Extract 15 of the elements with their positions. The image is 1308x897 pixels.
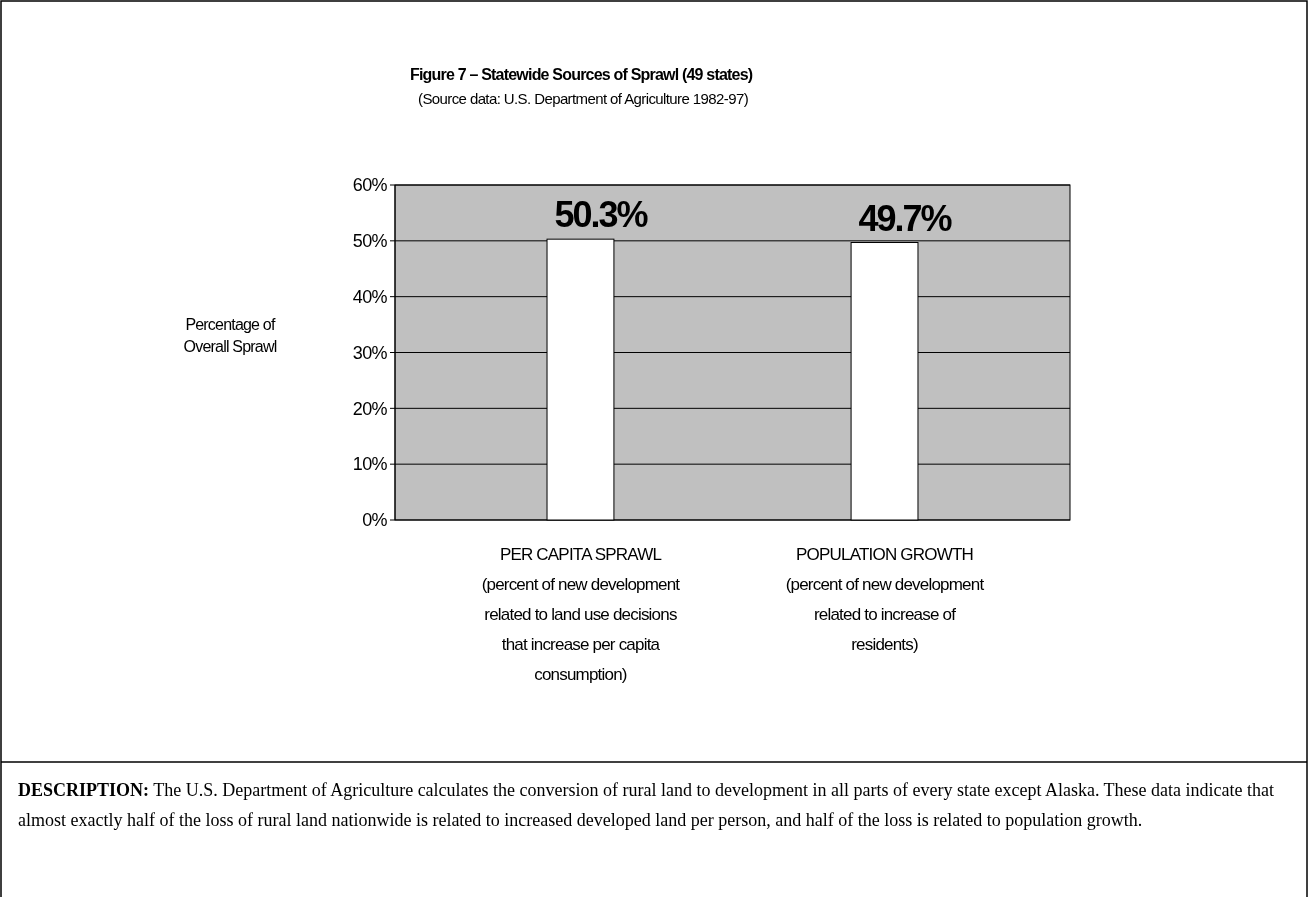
y-axis-title: Percentage of Overall Sprawl bbox=[183, 316, 277, 355]
y-tick-label: 50% bbox=[352, 231, 388, 252]
y-tick-label: 0% bbox=[362, 510, 388, 531]
y-tick-label: 30% bbox=[352, 342, 388, 363]
chart-subtitle: (Source data: U.S. Department of Agriculture 1982-97) bbox=[418, 90, 749, 107]
y-tick-label: 10% bbox=[352, 454, 388, 475]
chart-title: Figure 7 – Statewide Sources of Sprawl (49 states) bbox=[410, 66, 753, 83]
data-label: 50.3% bbox=[554, 194, 649, 236]
data-label: 49.7% bbox=[858, 197, 953, 239]
x-tick-label: PER CAPITA SPRAWL (percent of new development related to land use decisions that increase per capita consumption) bbox=[481, 545, 681, 684]
y-tick-label: 60% bbox=[352, 175, 388, 196]
x-tick-label: POPULATION GROWTH (percent of new development related to increase of residents) bbox=[785, 545, 985, 654]
y-tick-label: 20% bbox=[352, 398, 388, 419]
text: DESCRIPTION: The U.S. Department of Agriculture calculates the conversion of rural land to development in all parts of every state except Alaska. These data indicate that almost exactly half of the loss of rural land nationwide is related to increased developed land per person, and half of the loss is related to population growth. bbox=[18, 779, 1275, 832]
y-tick-label: 40% bbox=[352, 286, 388, 307]
